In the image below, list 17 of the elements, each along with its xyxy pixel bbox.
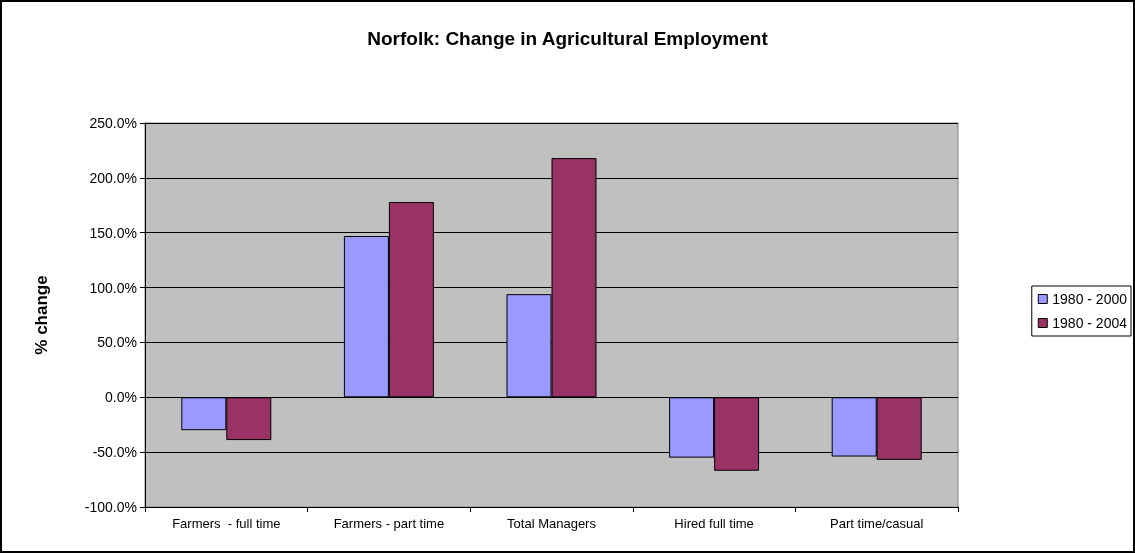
x-tick-label: Farmers - part time: [333, 516, 445, 531]
y-tick-label: 200.0%: [89, 169, 137, 186]
x-tick-label: Farmers - full time: [172, 516, 281, 531]
y-tick-label: 0.0%: [105, 389, 137, 406]
y-tick-label: -50.0%: [92, 444, 137, 461]
legend-label: 1980 - 2000: [1052, 291, 1128, 307]
x-tick-label: Part time/casual: [830, 516, 924, 531]
y-tick-label: 50.0%: [97, 334, 137, 351]
y-axis-title: % change: [32, 275, 51, 355]
chart-title: Norfolk: Change in Agricultural Employment: [367, 28, 769, 49]
legend-label: 1980 - 2004: [1052, 315, 1128, 331]
x-tick-label: Hired full time: [674, 516, 754, 531]
y-tick-label: 100.0%: [89, 279, 137, 296]
y-tick-label: 150.0%: [89, 224, 137, 241]
y-tick-label: -100.0%: [84, 499, 137, 515]
y-tick-label: 250.0%: [89, 115, 137, 131]
x-tick-label: Total Managers: [507, 516, 597, 531]
